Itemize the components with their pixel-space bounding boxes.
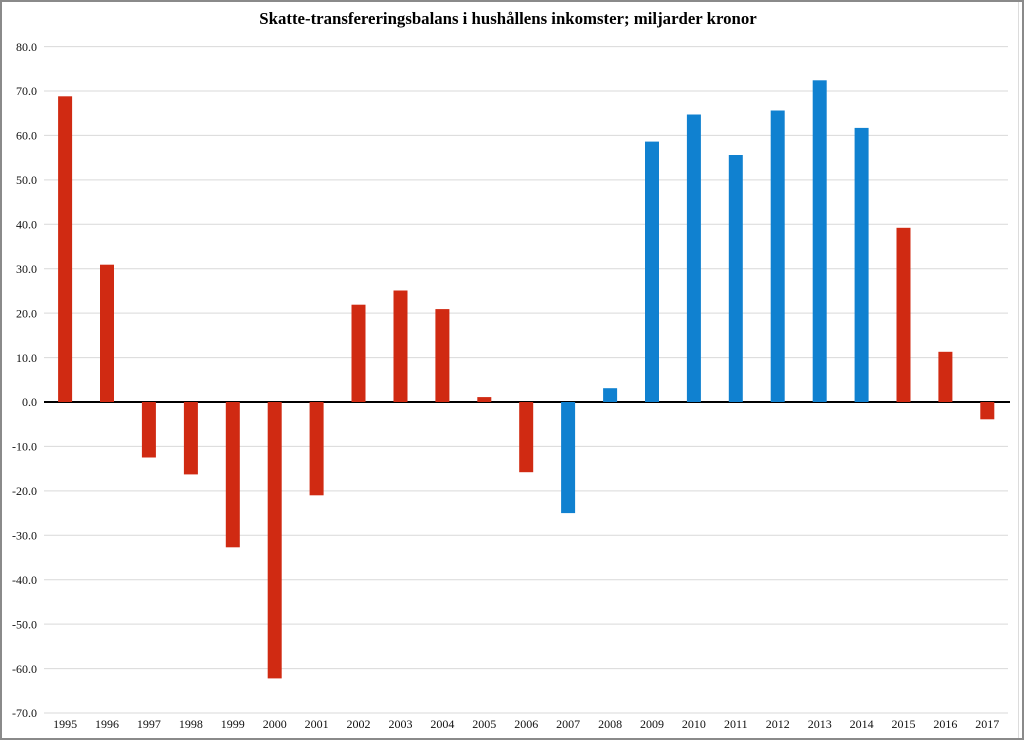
svg-text:40.0: 40.0 xyxy=(16,218,37,232)
svg-text:-20.0: -20.0 xyxy=(12,484,37,498)
svg-text:2000: 2000 xyxy=(263,717,287,731)
svg-text:2010: 2010 xyxy=(682,717,706,731)
svg-text:80.0: 80.0 xyxy=(16,40,37,54)
svg-text:2012: 2012 xyxy=(766,717,790,731)
svg-text:2013: 2013 xyxy=(808,717,832,731)
svg-text:-50.0: -50.0 xyxy=(12,617,37,631)
svg-text:20.0: 20.0 xyxy=(16,306,37,320)
svg-text:1998: 1998 xyxy=(179,717,203,731)
svg-text:0.0: 0.0 xyxy=(22,395,37,409)
svg-text:-10.0: -10.0 xyxy=(12,440,37,454)
svg-text:30.0: 30.0 xyxy=(16,262,37,276)
svg-text:1999: 1999 xyxy=(221,717,245,731)
svg-text:2003: 2003 xyxy=(389,717,413,731)
svg-text:-30.0: -30.0 xyxy=(12,529,37,543)
svg-text:2007: 2007 xyxy=(556,717,580,731)
svg-text:2006: 2006 xyxy=(514,717,538,731)
svg-text:-60.0: -60.0 xyxy=(12,662,37,676)
svg-text:2014: 2014 xyxy=(850,717,874,731)
svg-text:2005: 2005 xyxy=(472,717,496,731)
svg-text:-70.0: -70.0 xyxy=(12,706,37,720)
svg-text:1995: 1995 xyxy=(53,717,77,731)
svg-text:50.0: 50.0 xyxy=(16,173,37,187)
svg-text:2016: 2016 xyxy=(933,717,957,731)
svg-text:2017: 2017 xyxy=(975,717,999,731)
svg-text:2002: 2002 xyxy=(347,717,371,731)
svg-text:2009: 2009 xyxy=(640,717,664,731)
svg-text:-40.0: -40.0 xyxy=(12,573,37,587)
svg-text:10.0: 10.0 xyxy=(16,351,37,365)
svg-text:2004: 2004 xyxy=(430,717,454,731)
svg-text:2015: 2015 xyxy=(892,717,916,731)
svg-text:1996: 1996 xyxy=(95,717,119,731)
svg-text:Skatte-transfereringsbalans i: Skatte-transfereringsbalans i hushållens… xyxy=(259,9,757,28)
svg-text:2008: 2008 xyxy=(598,717,622,731)
svg-text:1997: 1997 xyxy=(137,717,161,731)
svg-text:60.0: 60.0 xyxy=(16,129,37,143)
svg-text:2011: 2011 xyxy=(724,717,748,731)
svg-text:70.0: 70.0 xyxy=(16,84,37,98)
svg-text:2001: 2001 xyxy=(305,717,329,731)
